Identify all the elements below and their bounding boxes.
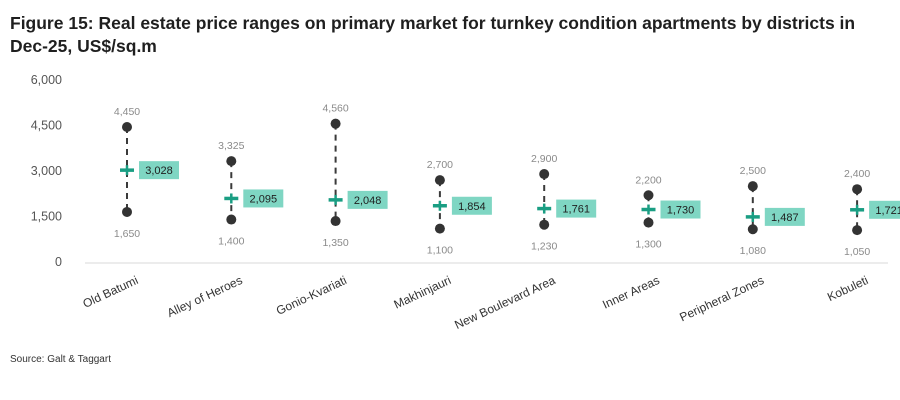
min-dot [226, 214, 237, 225]
min-label: 1,050 [844, 246, 870, 258]
chart-title: Figure 15: Real estate price ranges on p… [10, 13, 856, 56]
avg-label: 1,487 [771, 212, 799, 224]
max-label: 3,325 [218, 140, 244, 152]
y-tick-label: 1,500 [31, 210, 62, 224]
y-tick-label: 3,000 [31, 164, 62, 178]
max-dot [330, 118, 341, 129]
max-label: 2,400 [844, 168, 870, 180]
max-dot [539, 169, 550, 180]
min-dot [330, 216, 341, 227]
x-axis: Old Batumi Alley of Heroes Gonio-Kvariati M… [81, 273, 871, 332]
max-label: 2,900 [531, 153, 557, 165]
max-dot [643, 190, 654, 201]
max-dot [226, 156, 237, 167]
min-dot [122, 206, 132, 217]
max-label: 4,560 [322, 103, 348, 115]
min-label: 1,350 [322, 237, 348, 249]
x-tick-label: Inner Areas [600, 273, 662, 312]
min-label: 1,100 [427, 245, 453, 257]
min-label: 1,650 [114, 228, 140, 240]
avg-label: 1,730 [667, 205, 695, 217]
x-tick-label: Alley of Heroes [165, 273, 245, 320]
y-tick-label: 0 [55, 255, 62, 269]
avg-label: 2,095 [250, 193, 278, 205]
min-dot [747, 224, 758, 235]
avg-label: 1,854 [458, 201, 486, 213]
x-tick-label: Gonio-Kvariati [274, 273, 349, 318]
avg-label: 2,048 [354, 195, 382, 207]
avg-label-box [451, 196, 492, 215]
avg-label: 1,721 [875, 205, 900, 217]
min-dot [434, 223, 445, 234]
avg-label: 1,761 [562, 204, 590, 216]
min-label: 1,300 [635, 239, 661, 251]
min-dot [539, 219, 550, 230]
min-dot [852, 225, 863, 236]
avg-label-box [243, 189, 284, 208]
max-label: 2,200 [635, 174, 661, 186]
y-tick-label: 4,500 [31, 119, 62, 133]
max-label: 4,450 [114, 106, 140, 118]
avg-label-box [764, 207, 805, 226]
max-label: 2,500 [740, 165, 766, 177]
x-tick-label: Old Batumi [81, 273, 141, 311]
min-label: 1,400 [218, 236, 244, 248]
max-label: 2,700 [427, 159, 453, 171]
source-note: Source: Galt & Taggart [10, 354, 111, 365]
min-label: 1,230 [531, 241, 557, 253]
avg-label-box [660, 200, 701, 219]
max-dot [434, 175, 445, 186]
max-dot [852, 184, 863, 195]
x-tick-label: New Boulevard Area [452, 273, 557, 332]
min-label: 1,080 [740, 245, 766, 257]
min-dot [643, 217, 654, 228]
avg-label-box [869, 200, 900, 219]
avg-label: 3,028 [145, 165, 173, 177]
avg-label-box [347, 190, 388, 209]
y-axis: 0 1,500 3,000 4,500 6,000 [31, 73, 62, 269]
x-tick-label: Kobuleti [825, 273, 870, 304]
range-series: 4,450 1,650 3,028 3,325 1,400 2,095 4,560 1,350… [114, 103, 900, 258]
avg-label-box [556, 199, 597, 218]
max-dot [122, 122, 132, 133]
y-tick-label: 6,000 [31, 73, 62, 87]
x-tick-label: Makhinjauri [392, 273, 454, 312]
avg-label-box [139, 161, 179, 180]
max-dot [747, 181, 758, 192]
x-tick-label: Peripheral Zones [677, 273, 766, 324]
